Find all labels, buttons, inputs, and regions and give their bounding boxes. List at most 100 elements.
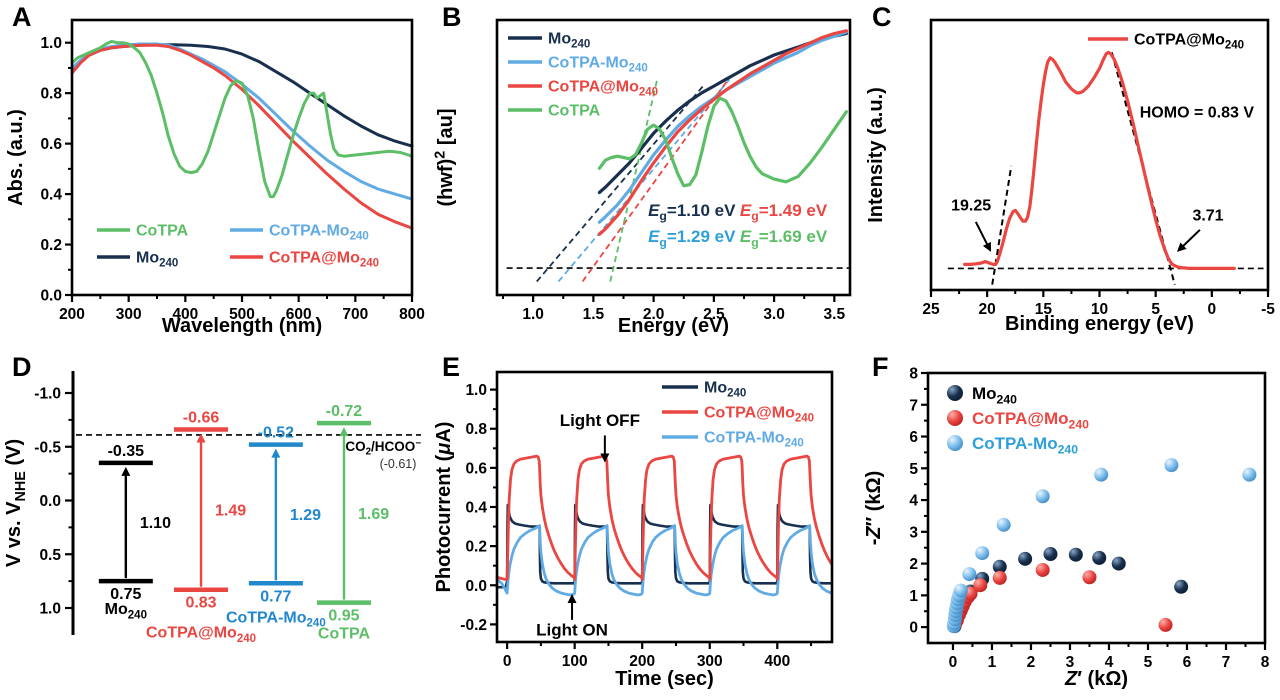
gap-value: 1.69 (358, 506, 389, 523)
chart-a-absorbance-spectra: 200 300 400 500 600 700 800 0.0 0.2 0.4 0.6 0.8 1.0 W… (5, 18, 425, 337)
legend-label: CoTPA@Mo240 (1134, 32, 1244, 52)
y-tick-label: -0.2 (460, 617, 487, 634)
panel-e-photocurrent: E 0 100 200 300 400 -0.2 0.0 0.2 0.4 0.6 0.8 1.0 Tim… (430, 340, 860, 700)
series-CoTPA-Mo-240- (597, 30, 848, 224)
series-CoTPA-Mo-240- (495, 524, 833, 597)
series-CoTPA-Mo-240- (597, 29, 848, 236)
y-tick-label: 0.8 (465, 421, 487, 438)
level-CoTPA-Mo-240-: -0.52 1.29 0.77 CoTPA-Mo240 (226, 425, 326, 630)
y-tick-label: 0 (909, 620, 918, 637)
annotation-text: Eg=1.10 eV (648, 201, 736, 223)
x-tick-label: 300 (697, 653, 723, 670)
y-tick-label: -1.0 (34, 386, 61, 403)
chart-f-eis: 0 1 2 3 4 5 6 7 8 0 1 2 3 4 5 6 7 8 Z′ (kΩ) -Z″ (kΩ) Mo240 Co… (863, 366, 1270, 691)
level-CoTPA-Mo-240-: -0.66 1.49 0.83 CoTPA@Mo240 (146, 410, 256, 645)
annotation-text: 3.71 (1192, 207, 1223, 224)
x-tick-label: 0 (949, 654, 958, 671)
y-tick-label: 0.5 (39, 547, 61, 564)
guide-dashed-line (536, 84, 705, 283)
y-axis-title: (hwf)2 [au] (432, 109, 457, 207)
x-tick-label: 4 (1105, 654, 1114, 671)
x-tick-label: 2.0 (643, 306, 665, 323)
x-axis-title: Wavelength (nm) (162, 315, 322, 337)
annotation-text: HOMO = 0.83 V (1140, 105, 1255, 122)
level-name: CoTPA-Mo240 (226, 609, 326, 629)
x-tick-label: 2 (1027, 654, 1036, 671)
redox-label: CO2/HCOO− (345, 438, 421, 458)
y-tick-label: 0.0 (465, 578, 487, 595)
panel-label-a: A (12, 2, 32, 32)
x-tick-label: 6 (1183, 654, 1192, 671)
lumo-value: -0.52 (258, 425, 295, 442)
x-tick-label: 20 (979, 301, 996, 318)
axes-box (929, 18, 1270, 292)
x-axis-title: Time (sec) (615, 668, 714, 690)
x-tick-label: 400 (172, 306, 198, 323)
x-tick-label: 7 (1222, 654, 1231, 671)
x-tick-label: 0 (1208, 301, 1217, 318)
y-axis-title: -Z″ (kΩ) (863, 471, 885, 546)
x-tick-label: 300 (116, 306, 142, 323)
y-tick-label: 1.0 (40, 35, 62, 52)
gap-value: 1.10 (140, 515, 171, 532)
y-axis-title: V vs. VNHE (V) (3, 439, 29, 567)
x-tick-label: 5 (1151, 301, 1160, 318)
x-tick-label: 600 (286, 306, 312, 323)
guide-dashed-line (557, 78, 731, 283)
chart-d-band-diagram: -1.0 -0.5 0.0 0.5 1.0 V vs. VNHE (V) CO2/HCOO−… (3, 371, 421, 645)
x-tick-label: 700 (342, 306, 368, 323)
scatter-series-2 (946, 458, 1257, 634)
panel-label-e: E (442, 352, 461, 382)
annotation-text: Light OFF (560, 411, 640, 430)
legend-sphere (947, 435, 963, 451)
panel-b-tauc: B 1.0 1.5 2.0 2.5 3.0 3.5 Energy (eV) (hwf)2 [a… (430, 0, 860, 340)
series-CoTPA (70, 39, 414, 199)
legend-label: CoTPA@Mo240 (548, 79, 658, 99)
x-tick-label: 3.0 (763, 306, 785, 323)
gap-value: 1.49 (215, 503, 246, 520)
y-tick-label: 5 (909, 461, 918, 478)
legend-label: CoTPA@Mo240 (269, 250, 379, 270)
legend-label: CoTPA (548, 103, 601, 120)
homo-value: 0.83 (185, 595, 216, 612)
level-name: CoTPA@Mo240 (146, 625, 256, 645)
legend-label: CoTPA@Mo240 (972, 409, 1089, 431)
legend-label: CoTPA-Mo240 (704, 430, 804, 450)
panel-label-b: B (442, 2, 462, 32)
y-tick-label: 4 (909, 493, 918, 510)
legend-label: Mo240 (548, 31, 590, 51)
y-tick-label: 1.0 (39, 601, 61, 618)
annotation-text: Light ON (536, 620, 608, 639)
x-tick-label: 200 (59, 306, 85, 323)
x-tick-label: 400 (764, 653, 790, 670)
legend-label: CoTPA-Mo240 (972, 434, 1078, 456)
x-tick-label: 0 (503, 653, 512, 670)
homo-value: 0.95 (328, 608, 359, 625)
legend-label: CoTPA-Mo240 (548, 55, 648, 75)
y-tick-label: 0.6 (465, 460, 487, 477)
x-axis-title: Energy (eV) (618, 315, 729, 337)
y-axis-title: Photocurrent (μA) (433, 422, 455, 593)
x-tick-label: 2.5 (703, 306, 725, 323)
gap-value: 1.29 (290, 507, 321, 524)
legend-label: Mo240 (136, 250, 178, 270)
x-tick-label: 1 (988, 654, 997, 671)
x-tick-label: 200 (629, 653, 655, 670)
x-axis-title: Z′ (kΩ) (1064, 668, 1128, 690)
annotation-text: 19.25 (951, 197, 991, 214)
guide-dashed-line (581, 78, 730, 283)
series-CoTPA (597, 96, 848, 188)
chart-b-tauc-plot: 1.0 1.5 2.0 2.5 3.0 3.5 Energy (eV) (hwf)2 [au]… (432, 18, 852, 337)
x-tick-label: 100 (562, 653, 588, 670)
series-CoTPA-Mo-240- (495, 454, 833, 581)
series-CoTPA-Mo-240- (963, 50, 1236, 270)
guide-dashed-line (609, 79, 659, 282)
annotation-text: Eg=1.29 eV (648, 227, 736, 249)
axes-box (495, 18, 852, 297)
lumo-value: -0.66 (183, 410, 220, 427)
panel-c-ups: C 25 20 15 10 5 0 -5 Binding energy (eV) Intensi… (860, 0, 1280, 340)
series-CoTPA-Mo-240- (70, 43, 414, 230)
y-tick-label: 0.0 (39, 493, 61, 510)
